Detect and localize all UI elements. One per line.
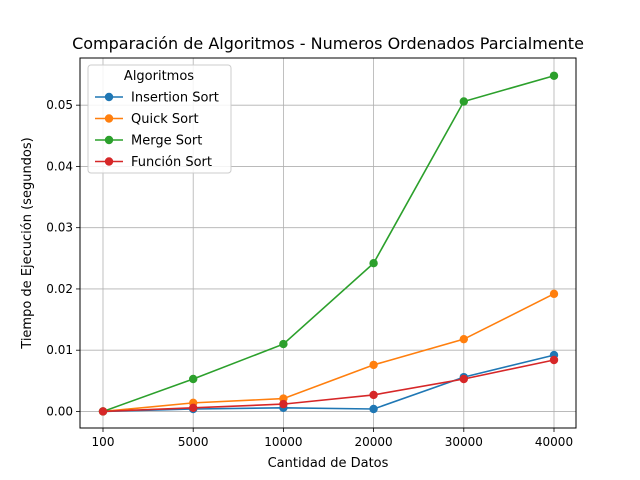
data-point <box>549 71 559 80</box>
legend-title: Algoritmos <box>124 69 194 84</box>
series-group <box>98 355 559 416</box>
legend-marker <box>104 157 114 166</box>
legend-marker <box>104 92 114 102</box>
legend-box <box>87 64 232 174</box>
y-tick-label: 0.04 <box>46 159 73 173</box>
y-tick-label: 0.02 <box>46 282 73 296</box>
legend-marker <box>104 135 114 145</box>
data-point <box>189 403 198 412</box>
legend-label: Insertion Sort <box>131 91 219 106</box>
data-point <box>459 374 468 384</box>
data-point <box>369 404 378 414</box>
x-tick-label: 20000 <box>355 435 393 449</box>
x-tick-label: 30000 <box>445 435 483 449</box>
x-axis-ticks: 100 5000 10000 20000 30000 40000 <box>92 428 573 449</box>
data-point <box>549 355 559 365</box>
grid <box>80 58 576 428</box>
data-point <box>549 289 559 299</box>
series-layer <box>98 71 559 416</box>
y-tick-label: 0.01 <box>46 343 73 357</box>
data-point <box>459 334 468 344</box>
y-tick-label: 0.05 <box>46 98 73 112</box>
legend-label: Merge Sort <box>131 134 202 149</box>
y-axis-ticks: 0.00 0.01 0.02 0.03 0.04 0.05 <box>46 98 80 418</box>
x-tick-label: 5000 <box>178 435 209 449</box>
y-tick-label: 0.00 <box>46 404 73 418</box>
data-point <box>279 399 288 409</box>
data-point <box>369 390 378 400</box>
legend-entry: Merge Sort <box>95 134 202 149</box>
y-tick-label: 0.03 <box>46 221 73 235</box>
series-line <box>102 354 555 413</box>
series-line <box>102 74 555 413</box>
series-line <box>102 293 555 413</box>
data-point <box>98 407 108 416</box>
data-point <box>279 339 288 349</box>
data-point <box>369 360 378 370</box>
x-tick-label: 10000 <box>264 435 302 449</box>
plot-frame <box>79 57 577 429</box>
x-axis-label: Cantidad de Datos <box>268 456 389 471</box>
data-point <box>459 97 468 106</box>
legend: Algoritmos Insertion Sort Quick Sort Merge… <box>87 64 232 174</box>
legend-entry: Insertion Sort <box>95 91 219 106</box>
x-tick-label: 100 <box>92 435 115 449</box>
y-axis-label: Tiempo de Ejecución (segundos) <box>20 137 35 349</box>
legend-marker <box>104 114 114 123</box>
legend-label: Función Sort <box>131 155 212 170</box>
data-point <box>189 374 198 384</box>
series-line <box>102 359 555 413</box>
x-tick-label: 40000 <box>535 435 573 449</box>
legend-entry: Quick Sort <box>95 112 199 127</box>
legend-entry: Función Sort <box>95 155 212 170</box>
chart-title: Comparación de Algoritmos - Numeros Orde… <box>72 34 584 53</box>
data-point <box>369 259 378 268</box>
legend-label: Quick Sort <box>131 112 199 127</box>
